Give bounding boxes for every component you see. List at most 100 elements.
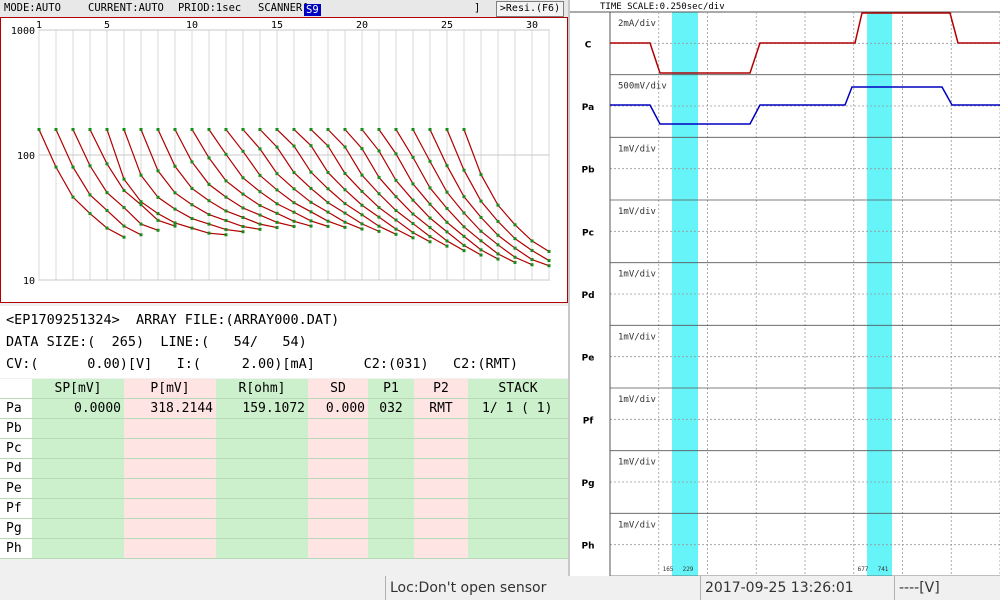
data-point [241,225,245,229]
channel-scale-label: 1mV/div [618,458,656,468]
resi-button[interactable]: >Resi.(F6) [496,1,564,17]
table-row[interactable]: Pc [0,438,568,459]
table-row[interactable]: Ph [0,538,568,559]
cursor-highlight-band[interactable] [672,12,698,576]
data-point [105,226,109,230]
channel-scale-label: 1mV/div [618,207,656,217]
cell-r: 159.1072 [216,398,308,419]
series-line-13 [242,129,363,230]
table-row[interactable]: Pb [0,418,568,439]
series-line-8 [157,129,278,229]
data-point [377,215,381,219]
data-point [224,127,228,131]
series-line-6 [123,129,244,233]
data-point [190,186,194,190]
data-point [377,175,381,179]
row-label: Pf [0,498,32,519]
cell-p1 [368,418,414,439]
cell-p2 [414,538,468,559]
cell-p2 [414,478,468,499]
cell-p1 [368,438,414,459]
scanner-badge-s9[interactable]: S9 [304,4,321,16]
data-point [122,127,126,131]
cell-p [124,518,216,539]
data-point [343,211,347,215]
cell-stack [468,478,568,499]
data-point [428,226,432,230]
data-point [224,195,228,199]
table-row[interactable]: Pf [0,498,568,519]
row-label: Pd [0,458,32,479]
data-point [479,215,483,219]
data-point [394,195,398,199]
channel-name-label: Pb [581,166,595,176]
x-tick-label: 30 [526,20,538,31]
col-header-r: R[ohm] [216,379,308,399]
data-point [275,145,279,149]
data-point [37,127,41,131]
data-point [428,202,432,206]
series-line-15 [276,129,397,235]
data-point [275,188,279,192]
cell-p [124,478,216,499]
cell-p [124,418,216,439]
data-point [462,211,466,215]
channel-name-label: Ph [581,542,594,552]
status-bar: Loc:Don't open sensor 2017-09-25 13:26:0… [0,576,1000,600]
data-point [377,192,381,196]
cell-p [124,458,216,479]
table-row[interactable]: Pa 0.0000 318.2144 159.1072 0.000 032 RMT 1/ 1 … [0,398,568,419]
data-point [309,224,313,228]
data-point [445,127,449,131]
data-point [411,127,415,131]
cell-p2 [414,498,468,519]
time-scale-label: TIME SCALE:0.250sec/div [600,2,725,12]
table-row[interactable]: Pg [0,518,568,539]
data-point [122,206,126,210]
table-row[interactable]: Pe [0,478,568,499]
col-header-p2: P2 [414,379,468,399]
data-point [241,230,245,234]
location-status: Loc:Don't open sensor [385,576,702,600]
data-point [275,127,279,131]
col-header-p1: P1 [368,379,414,399]
data-point [258,127,262,131]
data-point [275,211,279,215]
cell-r [216,538,308,559]
data-point [71,195,75,199]
row-label: Pe [0,478,32,499]
data-point [139,233,143,237]
cell-p1: 032 [368,398,414,419]
trace-c [610,12,1000,74]
data-point [411,222,415,226]
cell-p [124,538,216,559]
channel-scale-label: 1mV/div [618,520,656,530]
data-point [309,144,313,148]
data-point [343,145,347,149]
cell-sp [32,418,124,439]
data-point [445,220,449,224]
data-point [445,244,449,248]
data-point [530,263,534,267]
data-point [156,169,160,173]
data-point [394,209,398,213]
cell-p1 [368,498,414,519]
table-row[interactable]: Pd [0,458,568,479]
data-point [377,149,381,153]
data-point [275,220,279,224]
data-point [445,164,449,168]
data-point [54,165,58,169]
data-point [343,171,347,175]
data-point [360,213,364,217]
top-status-bar: MODE:AUTO CURRENT:AUTO PRIOD:1sec SCANNE… [0,0,568,17]
data-point [394,218,398,222]
series-line-16 [293,129,414,239]
pane-divider[interactable] [568,0,570,576]
data-point [105,127,109,131]
data-point [411,231,415,235]
data-point [156,228,160,232]
cell-sd [308,538,368,559]
cell-p1 [368,458,414,479]
data-point [224,228,228,232]
channel-name-label: Pd [581,291,594,301]
